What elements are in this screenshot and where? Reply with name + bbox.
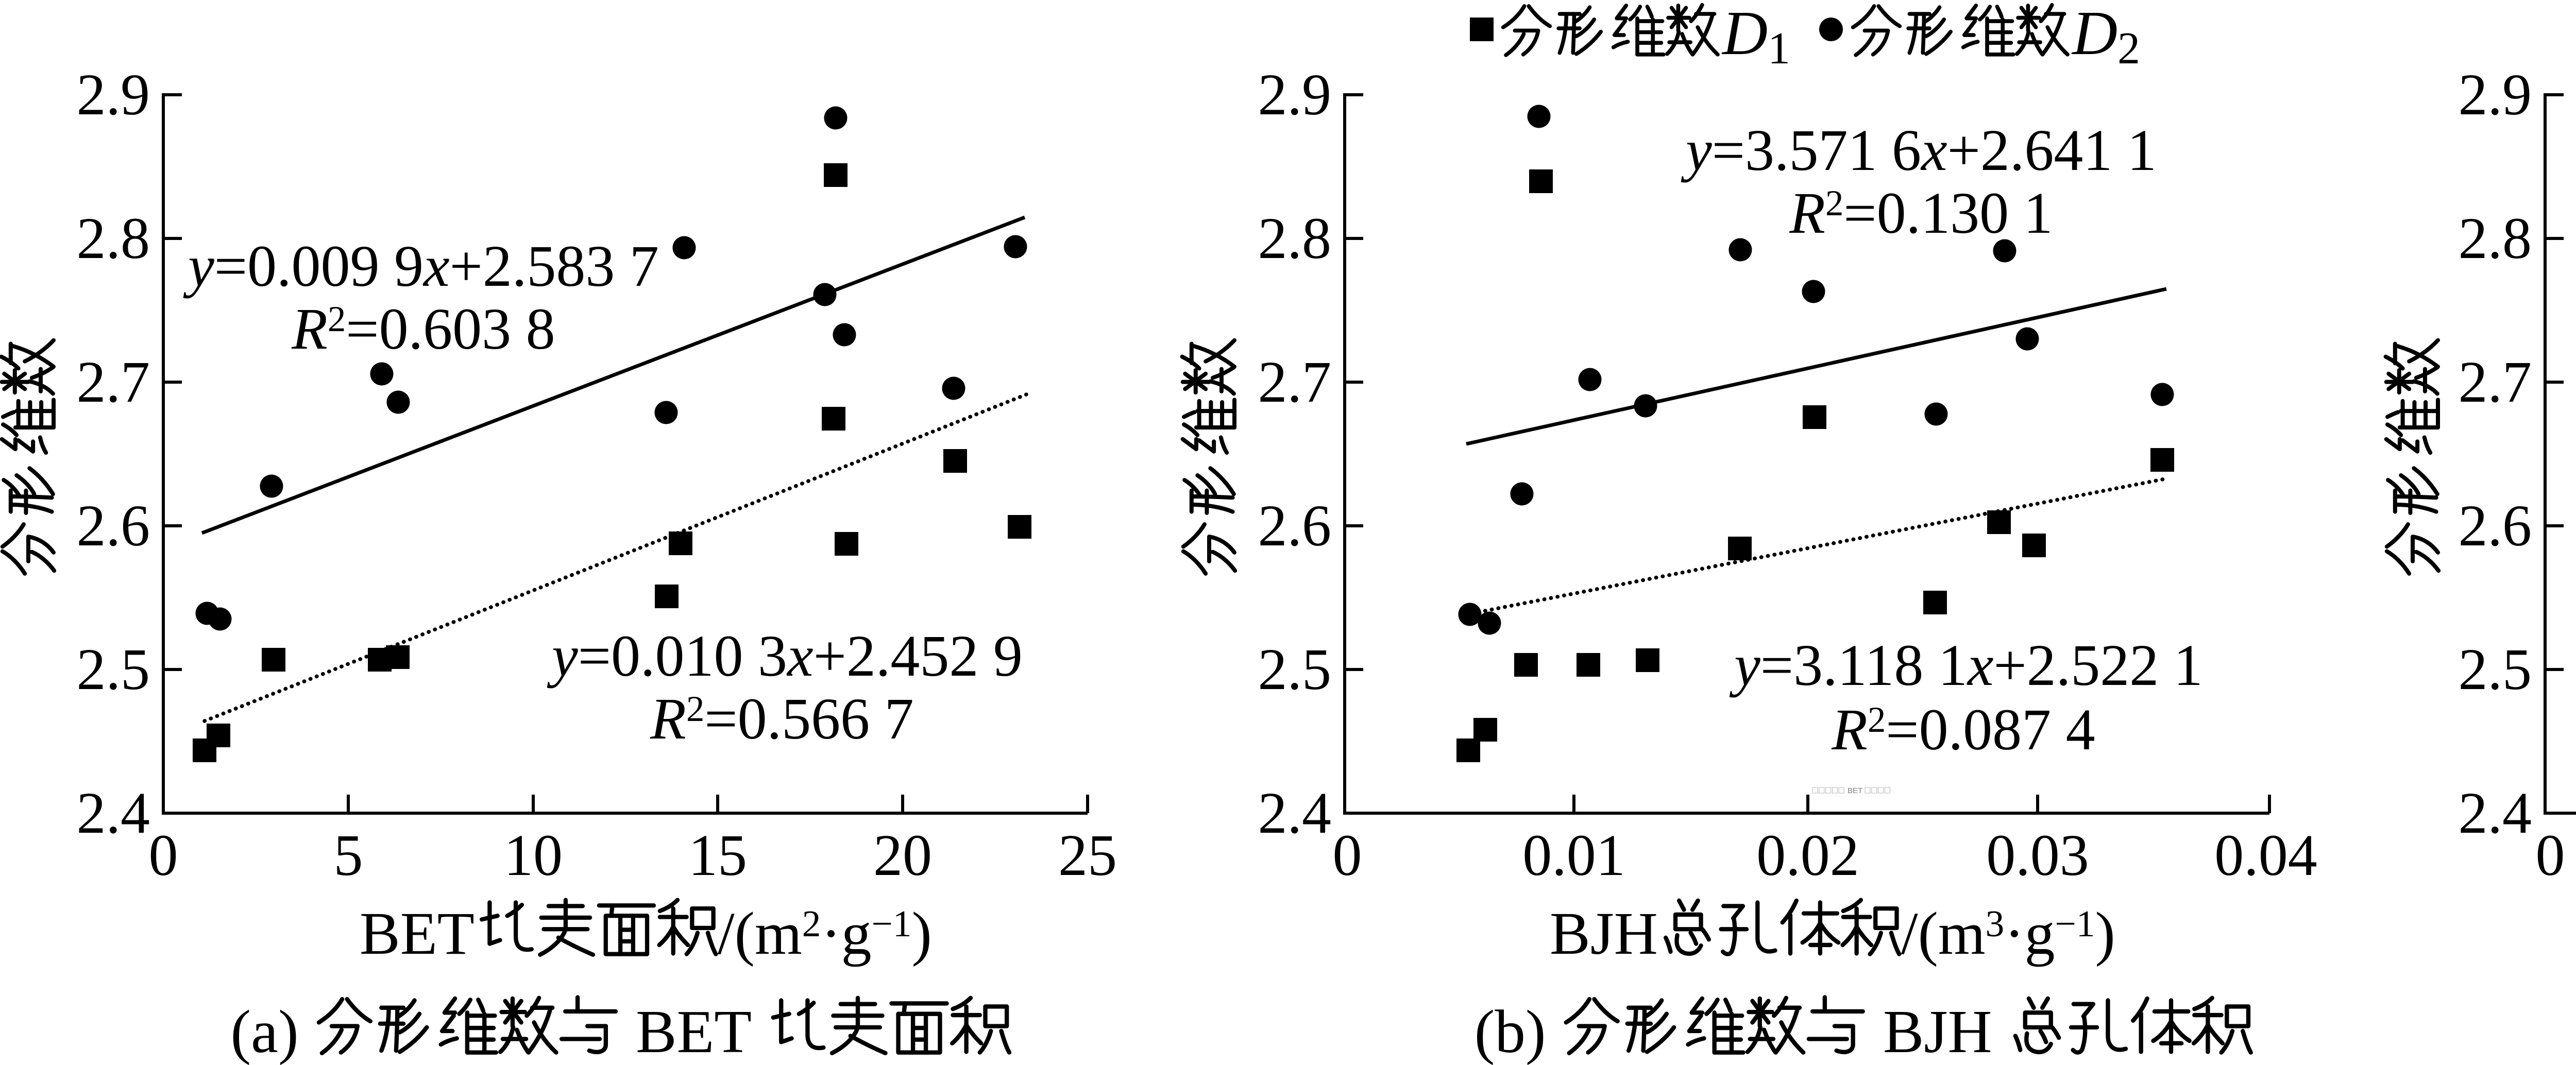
svg-text:20: 20 [873,822,932,888]
svg-text:2.9: 2.9 [1258,62,1332,127]
svg-text:0.03: 0.03 [1986,822,2089,888]
svg-text:0.04: 0.04 [2214,822,2317,888]
svg-text:2.4: 2.4 [77,780,150,846]
svg-text:0.01: 0.01 [1522,822,1625,888]
svg-text:2.4: 2.4 [1258,780,1332,846]
svg-text:BJH: BJH [1868,998,2007,1065]
svg-text:R2​=0.130 1: R2​=0.130 1 [1789,180,2053,246]
svg-text:2.7: 2.7 [1258,349,1332,415]
svg-text:2.6: 2.6 [1258,493,1332,558]
svg-text:/(m3​·g−1​): /(m3​·g−1​) [1901,900,2115,967]
svg-text:2.5: 2.5 [1258,637,1332,702]
svg-text:0: 0 [1333,822,1362,888]
svg-text:BJH: BJH [1550,900,1658,967]
svg-text:BET: BET [620,998,767,1065]
svg-text:/(m2​·g−1​): /(m2​·g−1​) [718,900,932,967]
svg-text:R2​=0.566 7: R2​=0.566 7 [650,686,913,751]
svg-text:2.9: 2.9 [2459,62,2532,127]
svg-text:2.4: 2.4 [2459,780,2532,846]
svg-text:2.8: 2.8 [1258,205,1332,271]
svg-text:2.8: 2.8 [2459,205,2532,271]
svg-text:2.5: 2.5 [2459,637,2532,702]
svg-text:2.7: 2.7 [2459,349,2532,415]
svg-text:0.02: 0.02 [1756,822,1859,888]
svg-text:R2​=0.603 8: R2​=0.603 8 [291,296,555,362]
svg-text:0: 0 [149,822,178,888]
svg-text:R2​=0.087 4: R2​=0.087 4 [1831,697,2095,762]
svg-text:25: 25 [1058,822,1117,888]
svg-text:5: 5 [334,822,363,888]
svg-text:2.6: 2.6 [2459,493,2532,558]
svg-text:y=3.571 6x+2.641 1: y=3.571 6x+2.641 1 [1681,117,2157,183]
svg-text:BET: BET [360,900,474,967]
svg-text:2.6: 2.6 [77,493,150,558]
svg-text:(a): (a) [231,998,314,1065]
svg-text:(b): (b) [1475,998,1562,1065]
svg-text:D2​: D2​ [2071,0,2140,73]
svg-text:y=0.010 3x+2.452 9: y=0.010 3x+2.452 9 [547,623,1023,689]
svg-text:2.8: 2.8 [77,205,150,271]
svg-text:2.7: 2.7 [77,349,150,415]
svg-text:y=3.118 1x+2.522 1: y=3.118 1x+2.522 1 [1729,632,2203,698]
svg-text:2.5: 2.5 [77,637,150,702]
svg-text:BET: BET [1848,786,1862,795]
svg-text:0: 0 [2536,822,2565,888]
svg-text:y=0.009 9x+2.583 7: y=0.009 9x+2.583 7 [183,233,659,299]
svg-text:2.9: 2.9 [77,62,150,127]
svg-text:10: 10 [504,822,563,888]
svg-text:15: 15 [688,822,747,888]
svg-text:D1​: D1​ [1721,0,1790,73]
